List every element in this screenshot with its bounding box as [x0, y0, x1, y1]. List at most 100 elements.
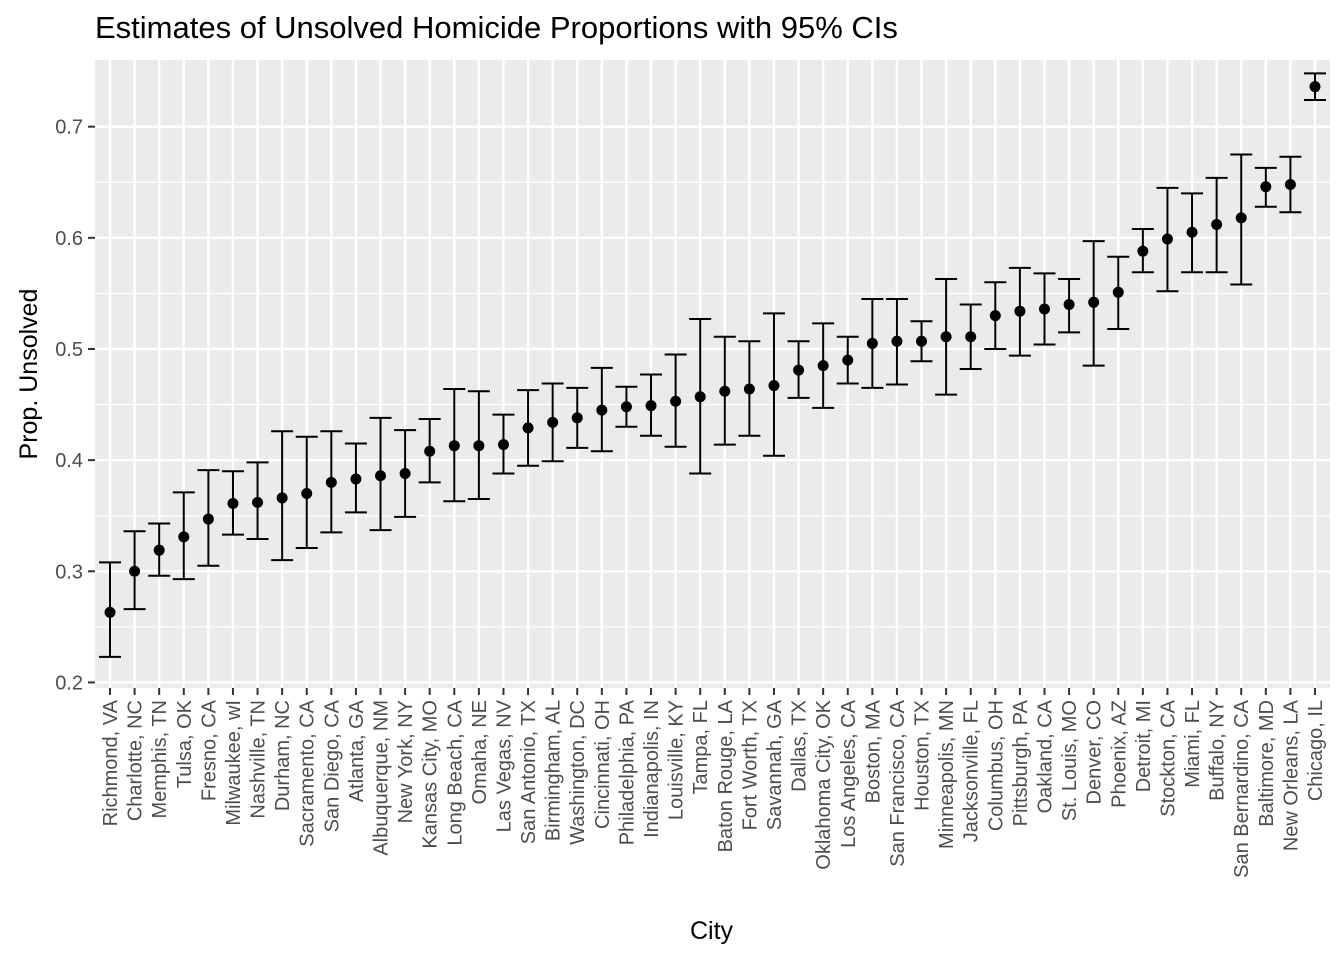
- x-tick-label: San Diego, CA: [321, 699, 343, 832]
- point-estimate: [473, 440, 485, 452]
- x-tick-label: Columbus, OH: [985, 700, 1007, 831]
- x-axis-label: City: [690, 917, 734, 945]
- point-estimate: [1088, 296, 1100, 308]
- y-tick-label: 0.4: [55, 450, 83, 472]
- x-tick-label: Sacramento, CA: [297, 699, 319, 846]
- x-tick-label: Minneapolis, MN: [936, 700, 958, 849]
- point-estimate: [768, 380, 780, 392]
- x-tick-label: Boston, MA: [862, 699, 884, 803]
- point-estimate: [1309, 81, 1321, 93]
- point-estimate: [1137, 245, 1149, 257]
- point-estimate: [1235, 212, 1247, 224]
- point-estimate: [1186, 226, 1198, 238]
- x-tick-label: Baltimore, MD: [1256, 700, 1278, 827]
- point-estimate: [620, 401, 632, 413]
- x-tick-label: Washington, DC: [567, 700, 589, 845]
- point-estimate: [252, 496, 264, 508]
- y-tick-label: 0.5: [55, 339, 83, 361]
- chart-title: Estimates of Unsolved Homicide Proportio…: [95, 10, 898, 45]
- point-estimate: [276, 492, 288, 504]
- point-estimate: [202, 513, 214, 525]
- x-tick-label: Tulsa, OK: [174, 699, 196, 788]
- x-tick-label: Stockton, CA: [1157, 699, 1179, 816]
- x-tick-label: San Francisco, CA: [887, 699, 909, 866]
- point-estimate: [227, 497, 239, 509]
- point-estimate: [424, 445, 436, 457]
- point-estimate: [817, 360, 829, 372]
- y-tick-label: 0.6: [55, 228, 83, 250]
- x-tick-label: Detroit, MI: [1133, 700, 1155, 792]
- point-estimates: [104, 81, 1321, 618]
- y-axis-label: Prop. Unsolved: [15, 289, 43, 460]
- x-tick-label: Phoenix, AZ: [1108, 700, 1130, 808]
- y-tick-label: 0.3: [55, 561, 83, 583]
- x-tick-label: Houston, TX: [912, 700, 934, 811]
- x-tick-label: Oklahoma City, OK: [813, 699, 835, 869]
- point-estimate: [129, 565, 141, 577]
- x-tick-label: Memphis, TN: [149, 700, 171, 819]
- plot-panel: [95, 60, 1330, 688]
- point-estimate: [793, 364, 805, 376]
- x-tick-label: Denver, CO: [1084, 700, 1106, 804]
- point-estimate: [178, 531, 190, 543]
- x-tick-label: Durham, NC: [272, 700, 294, 811]
- x-tick-label: Los Angeles, CA: [838, 699, 860, 848]
- x-tick-label: Tampa, FL: [690, 700, 712, 794]
- x-tick-label: Miami, FL: [1182, 700, 1204, 788]
- x-tick-label: Milwaukee, wI: [223, 700, 245, 826]
- x-tick-label: San Antonio, TX: [518, 700, 540, 844]
- point-estimate: [842, 354, 854, 366]
- x-tick-label: Dallas, TX: [789, 700, 811, 792]
- point-estimate: [104, 606, 116, 618]
- point-estimate: [596, 404, 608, 416]
- x-tick-label: San Bernardino, CA: [1231, 699, 1253, 878]
- x-tick-label: Baton Rouge, LA: [715, 699, 737, 852]
- x-tick-label: Jacksonville, FL: [961, 700, 983, 842]
- point-estimate: [891, 335, 903, 347]
- x-tick-label: Nashville, TN: [248, 700, 270, 819]
- y-tick-label: 0.2: [55, 672, 83, 694]
- x-tick-label: Philadelphia, PA: [616, 699, 638, 845]
- point-estimate: [1014, 305, 1026, 317]
- x-tick-label: Savannah, GA: [764, 699, 786, 830]
- y-tick-label: 0.7: [55, 117, 83, 139]
- point-estimate: [375, 470, 387, 482]
- x-tick-label: Birmingham, AL: [543, 700, 565, 841]
- point-estimate: [645, 400, 657, 412]
- point-estimate: [571, 412, 583, 424]
- x-tick-label: Fresno, CA: [198, 699, 220, 801]
- point-estimate: [1063, 299, 1075, 311]
- point-estimate: [547, 416, 559, 428]
- x-tick-label: Omaha, NE: [469, 700, 491, 804]
- point-estimate: [1161, 233, 1173, 245]
- x-tick-label: Charlotte, NC: [125, 700, 147, 821]
- x-tick-label: Albuquerque, NM: [371, 700, 393, 856]
- point-estimate: [743, 383, 755, 395]
- x-tick-label: Louisville, KY: [666, 700, 688, 820]
- point-estimate: [940, 331, 952, 343]
- point-estimate: [301, 487, 313, 499]
- point-estimate: [670, 395, 682, 407]
- x-tick-label: Cincinnati, OH: [592, 700, 614, 829]
- y-axis-ticks: 0.2 0.3 0.4 0.5 0.6 0.7: [55, 117, 95, 694]
- x-tick-label: Pittsburgh, PA: [1010, 699, 1032, 826]
- point-estimate: [916, 335, 928, 347]
- x-tick-label: Indianapolis, IN: [641, 700, 663, 838]
- point-estimate: [1038, 303, 1050, 315]
- x-tick-label: Richmond, VA: [100, 699, 122, 826]
- x-axis-ticks: Richmond, VA Charlotte, NC Memphis, TN Tuls…: [100, 688, 1327, 878]
- x-tick-label: Long Beach, CA: [444, 699, 466, 845]
- point-estimate: [153, 544, 165, 556]
- x-tick-label: St. Louis, MO: [1059, 700, 1081, 821]
- x-tick-label: Kansas City, MO: [420, 700, 442, 849]
- point-estimate: [1211, 219, 1223, 231]
- x-tick-label: New York, NY: [395, 700, 417, 823]
- x-tick-label: Atlanta, GA: [346, 699, 368, 802]
- point-estimate: [866, 337, 878, 349]
- point-estimate: [694, 391, 706, 403]
- point-estimate: [1112, 286, 1124, 298]
- point-estimate: [965, 331, 977, 343]
- point-estimate: [1284, 178, 1296, 190]
- x-tick-label: Chicago, IL: [1305, 700, 1327, 801]
